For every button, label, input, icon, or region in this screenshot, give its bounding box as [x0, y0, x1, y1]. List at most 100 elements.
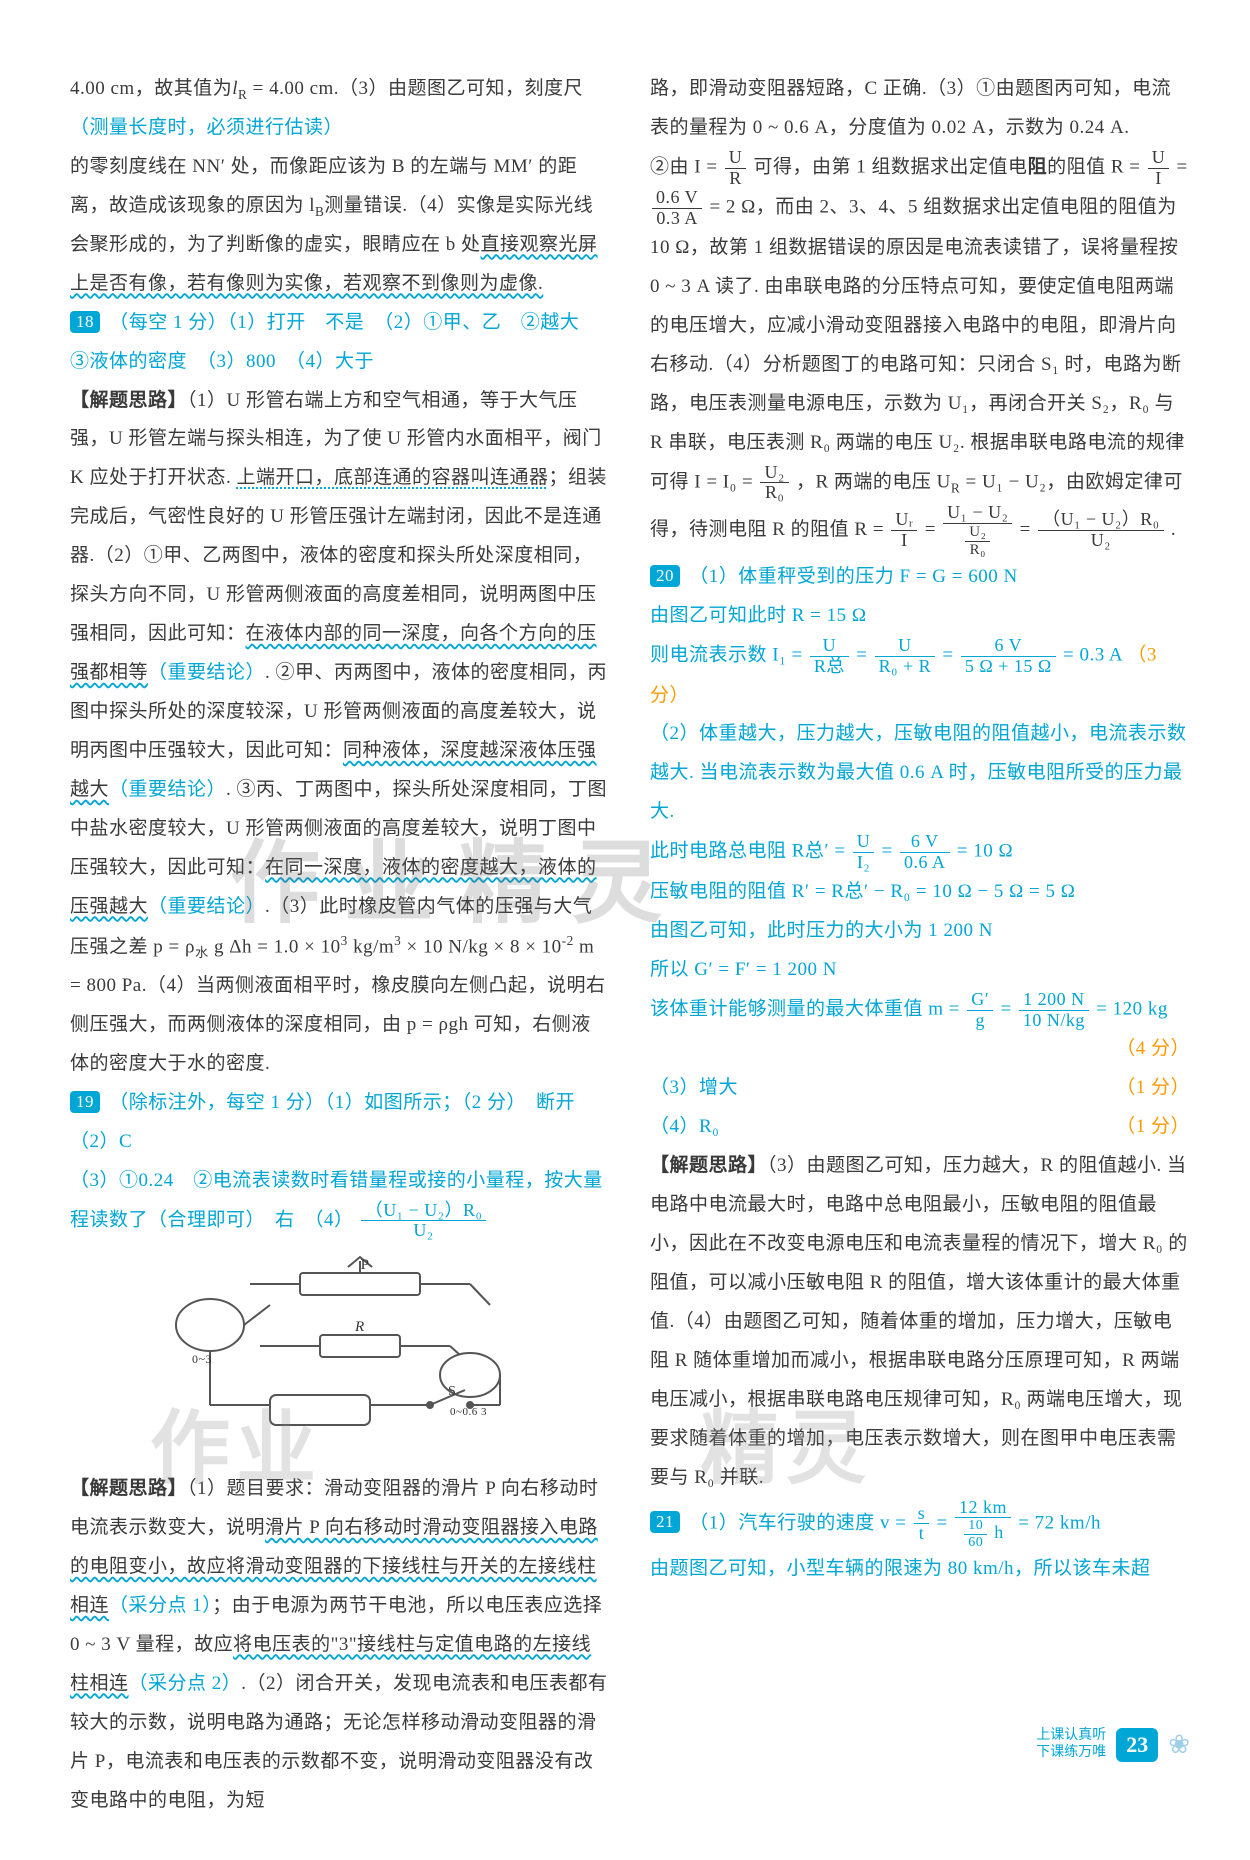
- num: 10: [964, 1518, 987, 1534]
- text: ②由 I =: [650, 157, 723, 178]
- den: R总: [810, 657, 849, 677]
- sup: 3: [341, 933, 348, 948]
- text: （3）由题图乙可知，压力越大，R 的阻值越小. 当电路中电流最大时，电路中总电阻…: [650, 1155, 1188, 1488]
- text: kg/m: [348, 936, 394, 957]
- fraction: UR₀ + R: [875, 636, 935, 677]
- text: g Δh = 1.0 × 10: [209, 936, 341, 957]
- para: ②由 I = UR 可得，由第 1 组数据求出定值电阻的阻值 R = UI = …: [650, 148, 1190, 558]
- den: 10 60 h: [955, 1518, 1011, 1550]
- score-4: （4 分）: [650, 1030, 1190, 1069]
- label-range: 0~3: [192, 1352, 212, 1366]
- text: （1）体重秤受到的压力 F = G = 600 N: [689, 566, 1017, 587]
- num: 6 V: [961, 636, 1056, 657]
- label-P: P: [361, 1257, 370, 1273]
- q20-line11: （4）R₀ （1 分）: [650, 1108, 1190, 1147]
- q21-line1: 21 （1）汽车行驶的速度 v = st = 12 km 10 60 h = 7…: [650, 1498, 1190, 1551]
- q20-line10: （3）增大 （1 分）: [650, 1069, 1190, 1108]
- slogan: 上课认真听 下课练万唯: [1036, 1728, 1106, 1762]
- slogan-line: 下课练万唯: [1036, 1745, 1106, 1762]
- text: × 10 N/kg × 8 × 10: [401, 936, 561, 957]
- q20-line6: 压敏电阻的阻值 R′ = R总′ − R₀ = 10 Ω − 5 Ω = 5 Ω: [650, 873, 1190, 912]
- den: R: [725, 169, 747, 189]
- text: 此时电路总电阻 R总′ =: [650, 841, 851, 862]
- note: （重要结论）: [148, 662, 265, 683]
- q19-answer: 19 （除标注外，每空 1 分）（1）如图所示；（2 分） 断开 （2）C: [70, 1084, 610, 1162]
- text: .: [1171, 519, 1176, 540]
- text: =: [1176, 157, 1187, 178]
- sub: B: [315, 204, 324, 219]
- text: ，R 两端的电压 U: [796, 471, 951, 492]
- fraction: UR总: [810, 636, 849, 677]
- text: 的阻值 R =: [1047, 157, 1146, 178]
- sub: R: [238, 87, 247, 102]
- den: I₂: [853, 853, 875, 873]
- page-number-box: 上课认真听 下课练万唯 23 ❀: [1036, 1728, 1190, 1762]
- circuit-diagram: P R S 0~3 0~0.6 3: [150, 1255, 530, 1460]
- badge-20: 20: [650, 565, 680, 587]
- note: （重要结论）: [148, 896, 265, 917]
- num: Uᵣ: [891, 510, 917, 531]
- num: 0.6 V: [652, 188, 702, 209]
- den: 60: [964, 1535, 987, 1550]
- den: 10 N/kg: [1019, 1011, 1089, 1031]
- denominator: U₂: [361, 1221, 486, 1241]
- q20-line7: 由图乙可知，此时压力的大小为 1 200 N: [650, 912, 1190, 951]
- den: R₀: [965, 542, 990, 559]
- text: = 72 km/h: [1018, 1512, 1101, 1533]
- q18-solution: 【解题思路】（1）U 形管右端上方和空气相通，等于大气压强，U 形管左端与探头相…: [70, 382, 610, 1084]
- den: 0.3 A: [652, 209, 702, 229]
- answer-text: （除标注外，每空 1 分）（1）如图所示；（2 分） 断开 （2）C: [70, 1092, 595, 1152]
- badge-21: 21: [650, 1511, 680, 1533]
- para: 的零刻度线在 NN′ 处，而像距应该为 B 的左端与 MM′ 的距离，故造成该现…: [70, 148, 610, 304]
- complex-fraction: U₁ − U₂ U₂ R₀: [943, 503, 1012, 558]
- den: 5 Ω + 15 Ω: [961, 657, 1056, 677]
- q20-line3: 则电流表示数 I₁ = UR总 = UR₀ + R = 6 V5 Ω + 15 …: [650, 636, 1190, 716]
- den: U₂ R₀: [943, 524, 1012, 558]
- num: U: [853, 832, 875, 853]
- num: U₂: [965, 524, 990, 542]
- complex-fraction: 12 km 10 60 h: [955, 1498, 1011, 1551]
- q19-answer-b: （3）①0.24 ②电流表读数时看错量程或接的小量程，按大量程读数了（合理即可）…: [70, 1162, 610, 1242]
- den: R₀ + R: [875, 657, 935, 677]
- sub: 水: [195, 945, 209, 960]
- num: G′: [967, 990, 993, 1011]
- score: （1 分）: [1116, 1108, 1190, 1147]
- sup: -2: [562, 933, 574, 948]
- text: = 4.00 cm.（3）由题图乙可知，刻度尺: [247, 78, 583, 99]
- q20-line4: （2）体重越大，压力越大，压敏电阻的阻值越小，电流表示数越大. 当电流表示数为最…: [650, 715, 1190, 832]
- den: I: [891, 531, 917, 551]
- note: （采分点 2）: [129, 1673, 242, 1694]
- label-R: R: [354, 1319, 365, 1335]
- text: = 2 Ω，而由 2、3、4、5 组数据求出定值电阻的阻值为 10 Ω，故第 1…: [650, 197, 1185, 492]
- handwriting-note: （测量长度时，必须进行估读）: [70, 109, 610, 148]
- text: =: [936, 1512, 952, 1533]
- numerator: （U₁ − U₂）R₀: [361, 1201, 486, 1222]
- sub: R: [951, 480, 960, 495]
- num: （U₁ − U₂）R₀: [1038, 510, 1163, 531]
- den: I: [1148, 169, 1170, 189]
- badge-18: 18: [70, 311, 100, 333]
- text: =: [925, 519, 941, 540]
- q20-line8: 所以 G′ = F′ = 1 200 N: [650, 951, 1190, 990]
- text: 4.00 cm，故其值为: [70, 78, 232, 99]
- text: （3）增大: [650, 1077, 738, 1098]
- fraction: G′g: [967, 990, 993, 1031]
- q18-answer: 18 （每空 1 分）（1）打开 不是 （2）①甲、乙 ②越大 ③液体的密度 （…: [70, 304, 610, 382]
- q20-line1: 20 （1）体重秤受到的压力 F = G = 600 N: [650, 558, 1190, 597]
- fraction: （U₁ − U₂）R₀U₂: [1038, 510, 1163, 551]
- fraction: 6 V0.6 A: [900, 832, 950, 873]
- text: = 0.3 A: [1063, 645, 1122, 666]
- label-S: S: [448, 1384, 456, 1399]
- fraction: 1 200 N10 N/kg: [1019, 990, 1089, 1031]
- answer-text: （每空 1 分）（1）打开 不是 （2）①甲、乙 ②越大 ③液体的密度 （3）8…: [70, 312, 599, 372]
- inner-frac: U₂ R₀: [965, 524, 990, 558]
- left-column: 4.00 cm，故其值为lR = 4.00 cm.（3）由题图乙可知，刻度尺 （…: [70, 70, 610, 1820]
- fraction: st: [914, 1504, 930, 1545]
- text: =: [942, 645, 958, 666]
- text: = 10 Ω: [957, 841, 1013, 862]
- num: 12 km: [955, 1498, 1011, 1519]
- text-dash: 上端开口，底部连通的容器叫连通器: [236, 467, 548, 488]
- fraction: UI: [1148, 148, 1170, 189]
- flower-icon: ❀: [1168, 1730, 1190, 1760]
- text: =: [882, 841, 898, 862]
